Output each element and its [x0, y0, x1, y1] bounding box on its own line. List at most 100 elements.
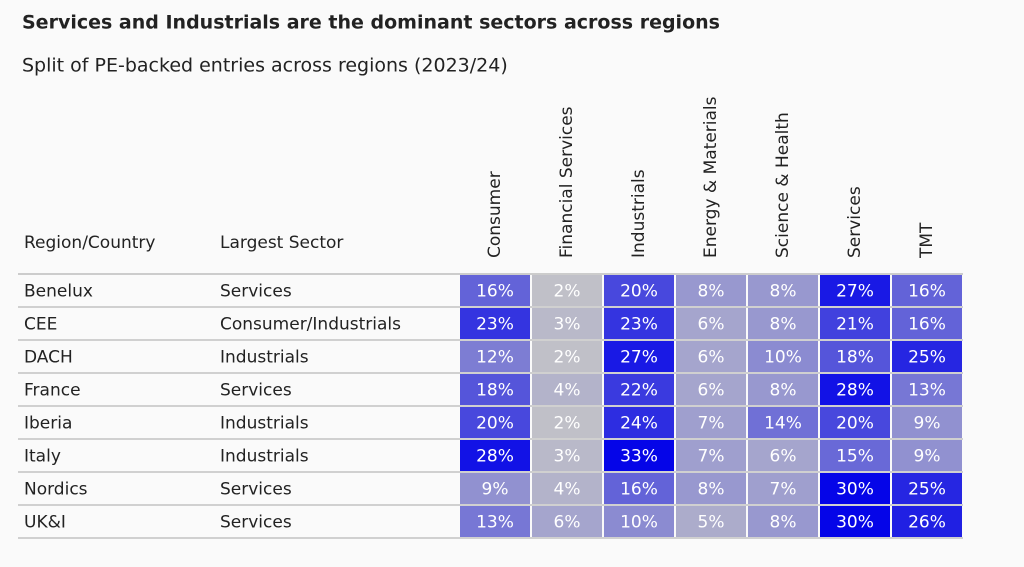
- cell-value: 20%: [836, 414, 874, 434]
- heat-cell: [748, 275, 818, 306]
- cell-value: 10%: [620, 513, 658, 533]
- cell-value: 16%: [908, 282, 946, 302]
- column-header: Science & Health: [773, 112, 793, 258]
- cell-value: 8%: [770, 513, 797, 533]
- cell-value: 25%: [908, 348, 946, 368]
- heat-cell: [820, 275, 890, 306]
- column-header: Largest Sector: [220, 233, 343, 253]
- heat-cell: [748, 308, 818, 339]
- heat-cell: [460, 473, 530, 504]
- heat-cell: [532, 308, 602, 339]
- cell-value: 5%: [698, 513, 725, 533]
- heat-cell: [892, 473, 962, 504]
- cell-value: 16%: [620, 480, 658, 500]
- heat-cell: [892, 440, 962, 471]
- column-header: Region/Country: [24, 233, 155, 253]
- cell-value: 9%: [914, 414, 941, 434]
- cell-value: 12%: [476, 348, 514, 368]
- cell-value: 30%: [836, 513, 874, 533]
- region: Iberia: [24, 414, 72, 434]
- cell-value: 4%: [554, 480, 581, 500]
- heat-cell: [532, 341, 602, 372]
- heat-cell: [748, 374, 818, 405]
- heat-cell: [460, 341, 530, 372]
- heat-cell: [820, 341, 890, 372]
- heat-cell: [460, 407, 530, 438]
- heat-cell: [604, 275, 674, 306]
- column-header: Energy & Materials: [701, 96, 721, 258]
- heat-cell: [604, 374, 674, 405]
- largest-sector: Industrials: [220, 447, 309, 467]
- heat-cell: [460, 506, 530, 537]
- region: Benelux: [24, 282, 93, 302]
- heat-cell: [820, 506, 890, 537]
- cell-value: 9%: [482, 480, 509, 500]
- cell-value: 16%: [908, 315, 946, 335]
- region: UK&I: [24, 513, 66, 533]
- column-header: Financial Services: [557, 106, 577, 258]
- cell-value: 8%: [770, 381, 797, 401]
- heat-cell: [532, 473, 602, 504]
- title: Services and Industrials are the dominan…: [22, 12, 720, 34]
- cell-value: 9%: [914, 447, 941, 467]
- cell-value: 13%: [908, 381, 946, 401]
- region: DACH: [24, 348, 73, 368]
- heat-cell: [892, 374, 962, 405]
- cell-value: 6%: [770, 447, 797, 467]
- cell-value: 14%: [764, 414, 802, 434]
- cell-value: 24%: [620, 414, 658, 434]
- heat-cell: [892, 275, 962, 306]
- heat-cell: [532, 275, 602, 306]
- cell-value: 8%: [770, 315, 797, 335]
- heat-cell: [748, 506, 818, 537]
- cell-value: 15%: [836, 447, 874, 467]
- cell-value: 28%: [476, 447, 514, 467]
- cell-value: 20%: [620, 282, 658, 302]
- cell-value: 3%: [554, 447, 581, 467]
- cell-value: 4%: [554, 381, 581, 401]
- heat-cell: [676, 374, 746, 405]
- heat-cell: [604, 440, 674, 471]
- cell-value: 18%: [836, 348, 874, 368]
- cell-value: 18%: [476, 381, 514, 401]
- region: Nordics: [24, 480, 88, 500]
- cell-value: 33%: [620, 447, 658, 467]
- column-header: Industrials: [629, 169, 649, 258]
- heat-cell: [460, 374, 530, 405]
- cell-value: 30%: [836, 480, 874, 500]
- cell-value: 20%: [476, 414, 514, 434]
- cell-value: 13%: [476, 513, 514, 533]
- heat-cell: [892, 308, 962, 339]
- heat-cell: [892, 506, 962, 537]
- heat-cell: [892, 407, 962, 438]
- cell-value: 23%: [476, 315, 514, 335]
- heat-cell: [460, 275, 530, 306]
- largest-sector: Services: [220, 381, 292, 401]
- cell-value: 26%: [908, 513, 946, 533]
- heat-cell: [676, 440, 746, 471]
- heat-cell: [820, 407, 890, 438]
- largest-sector: Services: [220, 282, 292, 302]
- cell-value: 7%: [698, 414, 725, 434]
- largest-sector: Industrials: [220, 414, 309, 434]
- cell-value: 6%: [698, 315, 725, 335]
- cell-value: 6%: [698, 381, 725, 401]
- heat-cell: [748, 440, 818, 471]
- heat-cell: [676, 407, 746, 438]
- heat-cell: [604, 341, 674, 372]
- heat-cell: [676, 341, 746, 372]
- heat-cell: [820, 374, 890, 405]
- heat-cell: [532, 374, 602, 405]
- cell-value: 23%: [620, 315, 658, 335]
- cell-value: 2%: [554, 348, 581, 368]
- cell-value: 27%: [836, 282, 874, 302]
- heat-cell: [892, 341, 962, 372]
- heat-cell: [820, 308, 890, 339]
- heat-cell: [604, 407, 674, 438]
- cell-value: 21%: [836, 315, 874, 335]
- heat-cell: [748, 407, 818, 438]
- heat-cell: [748, 341, 818, 372]
- cell-value: 16%: [476, 282, 514, 302]
- cell-value: 8%: [698, 480, 725, 500]
